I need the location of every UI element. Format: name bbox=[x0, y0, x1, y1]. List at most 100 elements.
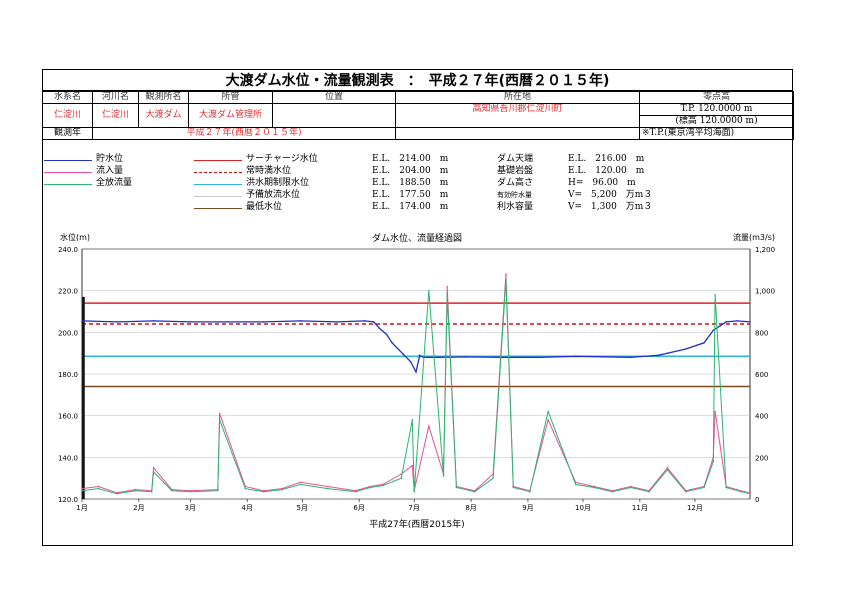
data-point bbox=[218, 419, 221, 421]
data-point bbox=[714, 410, 716, 413]
data-point bbox=[666, 466, 669, 469]
left-tick-label: 120.0 bbox=[58, 496, 78, 504]
legend-line-outflow bbox=[44, 184, 92, 185]
right-tick-label: 600 bbox=[755, 371, 768, 379]
data-point bbox=[299, 483, 302, 486]
data-point bbox=[402, 353, 404, 356]
data-point bbox=[703, 486, 705, 489]
right-tick-label: 0 bbox=[755, 496, 759, 504]
data-point bbox=[171, 489, 173, 492]
data-point bbox=[217, 489, 219, 492]
data-point bbox=[152, 466, 155, 469]
left-axis-label: 水位(m) bbox=[60, 232, 90, 242]
data-point bbox=[218, 412, 221, 415]
data-point bbox=[703, 341, 705, 344]
series-line bbox=[81, 280, 751, 495]
dam-height-label: ダム高さ bbox=[497, 178, 534, 188]
month-tick-label: 12月 bbox=[687, 504, 703, 512]
month-tick-label: 7月 bbox=[408, 504, 419, 512]
data-point bbox=[418, 354, 421, 357]
data-point bbox=[336, 321, 338, 323]
month-tick-label: 6月 bbox=[353, 504, 364, 512]
data-point bbox=[97, 487, 100, 490]
right-tick-label: 1,200 bbox=[755, 246, 775, 254]
data-point bbox=[378, 327, 381, 329]
data-point bbox=[473, 490, 476, 493]
legend-label-surcharge: サーチャージ水位 bbox=[246, 154, 318, 164]
right-tick-label: 1,000 bbox=[755, 288, 775, 296]
data-point bbox=[538, 356, 540, 359]
legend-line-normal bbox=[194, 172, 242, 173]
data-point bbox=[574, 483, 577, 486]
left-tick-label: 180.0 bbox=[58, 371, 78, 379]
data-point bbox=[413, 490, 415, 493]
data-point bbox=[648, 490, 650, 493]
data-point bbox=[415, 371, 417, 373]
data-point bbox=[134, 489, 137, 492]
month-tick-label: 9月 bbox=[522, 504, 533, 512]
data-point bbox=[547, 410, 549, 413]
data-point bbox=[593, 486, 595, 489]
data-point bbox=[714, 294, 716, 296]
dam-effective-storage-label: 有効貯水量 bbox=[497, 191, 532, 199]
left-tick-label: 140.0 bbox=[58, 454, 78, 462]
data-point bbox=[262, 490, 265, 493]
data-point bbox=[446, 294, 448, 296]
legend-line-minimum bbox=[194, 208, 242, 209]
legend-label-pre-release: 予備放流水位 bbox=[246, 190, 301, 200]
legend-line-surcharge bbox=[194, 160, 242, 161]
value-river-system: 仁淀川 bbox=[42, 103, 93, 128]
right-axis-label: 流量(m3/s) bbox=[733, 232, 775, 242]
data-point bbox=[629, 356, 632, 359]
data-point bbox=[152, 471, 155, 473]
data-point bbox=[505, 279, 507, 282]
dam-foundation-label: 基礎岩盤 bbox=[497, 166, 534, 176]
data-point bbox=[391, 341, 393, 344]
legend-label-inflow: 流入量 bbox=[96, 166, 124, 176]
legend-el-flood-limit: E.L. 188.50 m bbox=[372, 178, 449, 188]
data-point bbox=[684, 490, 687, 493]
report-title: 大渡ダム水位・流量観測表 ： 平成２７年(西暦２０１５年) bbox=[42, 69, 793, 91]
month-tick-label: 8月 bbox=[465, 504, 476, 512]
dam-foundation-value: E.L. 120.00 m bbox=[568, 166, 645, 176]
legend-label-minimum: 最低水位 bbox=[246, 202, 283, 212]
dam-water-use-value: V= 1,300 万m３ bbox=[568, 202, 653, 212]
dam-height-value: H= 96.00 m bbox=[568, 178, 636, 188]
dam-water-use-label: 利水容量 bbox=[497, 202, 534, 212]
data-point bbox=[666, 469, 669, 471]
data-point bbox=[501, 356, 504, 359]
data-point bbox=[629, 486, 632, 489]
data-point bbox=[725, 321, 727, 323]
data-point bbox=[327, 485, 329, 488]
data-point bbox=[574, 355, 577, 358]
data-point bbox=[411, 464, 414, 467]
right-tick-label: 200 bbox=[755, 454, 768, 462]
data-point bbox=[226, 321, 228, 323]
value-office: 大渡ダム管理所 bbox=[188, 103, 273, 128]
data-point bbox=[428, 425, 430, 427]
data-point bbox=[116, 492, 118, 495]
data-point bbox=[189, 490, 192, 493]
month-tick-label: 1月 bbox=[76, 504, 87, 512]
data-point bbox=[492, 477, 494, 479]
right-tick-label: 400 bbox=[755, 413, 768, 421]
data-point bbox=[464, 356, 467, 358]
station-info-table: 水系名 河川名 観測所名 所管 位置 所在地 零点高 仁淀川 仁淀川 大渡ダム … bbox=[42, 91, 794, 140]
legend-el-normal: E.L. 204.00 m bbox=[372, 166, 449, 176]
data-point bbox=[363, 320, 366, 322]
data-point bbox=[81, 320, 83, 322]
legend-line-storage bbox=[44, 160, 92, 161]
dam-effective-storage-value: V= 5,200 万m３ bbox=[568, 190, 653, 200]
data-point bbox=[152, 320, 155, 322]
data-point bbox=[409, 360, 412, 363]
data-point bbox=[428, 289, 430, 292]
data-point bbox=[244, 487, 247, 490]
right-tick-label: 800 bbox=[755, 329, 768, 337]
month-tick-label: 3月 bbox=[185, 504, 196, 512]
data-point bbox=[81, 489, 83, 492]
datum-note: ※T.P.(東京湾平均海面) bbox=[639, 127, 794, 140]
legend-label-flood-limit: 洪水期制限水位 bbox=[246, 178, 310, 188]
data-point bbox=[749, 321, 751, 323]
data-point bbox=[446, 285, 448, 288]
data-point bbox=[411, 419, 414, 421]
